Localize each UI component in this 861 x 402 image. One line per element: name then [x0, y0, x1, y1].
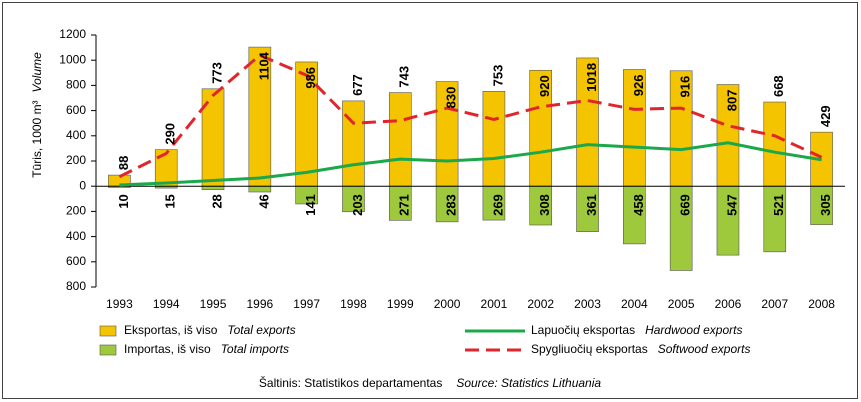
data-label: 15 — [163, 194, 178, 208]
y-tick-label: 1000 — [59, 52, 86, 66]
data-label: 916 — [678, 76, 693, 98]
bar — [388, 92, 412, 187]
y-axis-title-lt: Tūris, 1000 m³ — [30, 100, 44, 177]
data-label: 10 — [116, 194, 131, 208]
x-tick-label: 2005 — [668, 297, 695, 311]
data-label: 547 — [724, 194, 739, 216]
data-label: 361 — [584, 194, 599, 216]
legend-name-en: Softwood exports — [658, 342, 751, 356]
legend-name: Importas, iš viso — [124, 342, 211, 356]
data-label: 773 — [209, 62, 224, 84]
x-tick-label: 1996 — [246, 297, 273, 311]
source-en: Source: Statistics Lithuania — [456, 376, 601, 390]
x-tick-label: 2000 — [434, 297, 461, 311]
data-label: 669 — [678, 194, 693, 216]
legend-entry: Spygliuočių eksportas Softwood exports — [531, 342, 750, 356]
y-tick-label: 400 — [66, 128, 86, 142]
x-tick-label: 2004 — [621, 297, 648, 311]
y-axis-title: Tūris, 1000 m³ Volume — [30, 52, 44, 178]
data-label: 807 — [724, 90, 739, 112]
data-label: 429 — [818, 105, 833, 127]
legend-entry: Lapuočių eksportas Hardwood exports — [531, 323, 742, 337]
x-tick-label: 2001 — [481, 297, 508, 311]
data-label: 830 — [444, 87, 459, 109]
x-tick-label: 1993 — [106, 297, 133, 311]
y-tick-label: 200 — [66, 204, 86, 218]
legend-entry: Eksportas, iš viso Total exports — [124, 323, 296, 337]
bar — [763, 101, 787, 187]
x-tick-label: 1998 — [340, 297, 367, 311]
y-axis-title-en: Volume — [30, 52, 44, 93]
source-lt: Šaltinis: Statistikos departamentas — [259, 375, 442, 390]
x-tick-label: 2002 — [527, 297, 554, 311]
data-label: 458 — [631, 194, 646, 216]
legend-name: Lapuočių eksportas — [531, 323, 635, 337]
data-label: 46 — [256, 194, 271, 208]
data-label: 668 — [771, 75, 786, 97]
data-label: 743 — [397, 66, 412, 88]
data-label: 203 — [350, 194, 365, 216]
y-tick-label: 800 — [66, 279, 86, 293]
x-tick-label: 1995 — [200, 297, 227, 311]
line — [118, 53, 823, 179]
x-tick-label: 2006 — [715, 297, 742, 311]
line — [119, 141, 822, 187]
data-label: 305 — [818, 194, 833, 216]
x-tick-label: 2008 — [808, 297, 835, 311]
data-label: 521 — [771, 194, 786, 216]
x-tick-label: 1994 — [153, 297, 180, 311]
data-label: 141 — [303, 194, 318, 216]
y-tick-label: 800 — [66, 78, 86, 92]
data-label: 926 — [631, 75, 646, 97]
data-label: 271 — [397, 194, 412, 216]
y-tick-label: 600 — [66, 254, 86, 268]
data-label: 1018 — [584, 63, 599, 92]
data-label: 290 — [163, 123, 178, 145]
data-label: 753 — [490, 65, 505, 87]
y-tick-label: 400 — [66, 229, 86, 243]
y-tick-label: 600 — [66, 103, 86, 117]
data-label: 677 — [350, 74, 365, 96]
legend-entry: Importas, iš viso Total imports — [124, 342, 289, 356]
bar — [248, 185, 272, 193]
legend-name: Eksportas, iš viso — [124, 323, 218, 337]
legend-swatch — [99, 325, 117, 337]
legend-name-en: Total exports — [227, 323, 295, 337]
legend-name: Spygliuočių eksportas — [531, 342, 648, 356]
y-tick-label: 1200 — [59, 27, 86, 41]
x-tick-label: 2003 — [574, 297, 601, 311]
data-label: 308 — [537, 194, 552, 216]
x-tick-label: 1999 — [387, 297, 414, 311]
y-tick-label: 200 — [66, 153, 86, 167]
data-label: 920 — [537, 75, 552, 97]
bar — [482, 91, 506, 187]
legend-swatch — [99, 344, 117, 356]
x-tick-label: 1997 — [293, 297, 320, 311]
bar — [154, 149, 178, 187]
data-label: 1104 — [256, 51, 271, 80]
data-label: 283 — [444, 194, 459, 216]
bar — [201, 185, 225, 191]
legend-name-en: Total imports — [221, 342, 289, 356]
data-label: 986 — [303, 67, 318, 89]
legend-name-en: Hardwood exports — [645, 323, 742, 337]
x-tick-label: 2007 — [761, 297, 788, 311]
y-tick-label: 0 — [79, 178, 86, 192]
data-label: 28 — [209, 194, 224, 208]
source: Šaltinis: Statistikos departamentas Sourc… — [259, 375, 601, 390]
data-label: 269 — [490, 194, 505, 216]
data-label: 88 — [116, 156, 131, 170]
